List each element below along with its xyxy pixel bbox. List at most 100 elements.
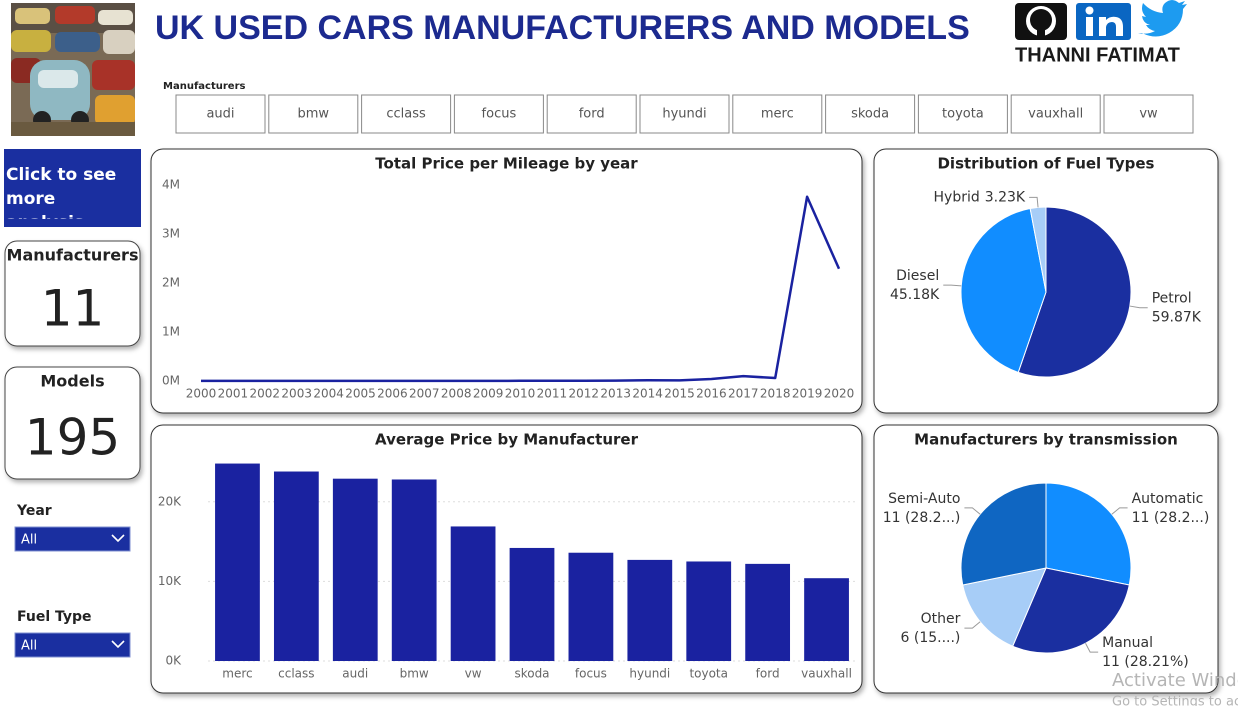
y-tick-label: 0K bbox=[165, 654, 182, 668]
x-tick-label: 2000 bbox=[186, 387, 217, 401]
x-tick-label: 2006 bbox=[377, 387, 408, 401]
slicer-option[interactable]: audi bbox=[175, 94, 266, 134]
button-text-box: Click to see more analysis bbox=[6, 165, 117, 219]
y-tick-label: 2M bbox=[162, 276, 180, 290]
leader-line bbox=[1129, 305, 1148, 309]
pie-category: Manual bbox=[1102, 635, 1153, 651]
x-tick-label: 2009 bbox=[473, 387, 504, 401]
dropdown-chevron bbox=[111, 640, 125, 649]
leader-line bbox=[943, 284, 962, 287]
bar bbox=[273, 471, 319, 661]
watermark-subtitle: Go to Settings to activate Windows. bbox=[1112, 695, 1238, 706]
slicer-box bbox=[917, 94, 1008, 134]
slicer-box bbox=[361, 94, 452, 134]
card-label: Models bbox=[40, 372, 104, 391]
dynamic-layer: audi bmw cclass focus ford hyundi merc skoda toy… bbox=[4, 94, 1238, 706]
x-tick-label: 2012 bbox=[569, 387, 600, 401]
slicer-option-label: vauxhall bbox=[1028, 107, 1083, 122]
slicer-option[interactable]: bmw bbox=[268, 94, 359, 134]
filter-label: Fuel Type bbox=[17, 609, 92, 625]
slicer-box bbox=[546, 94, 637, 134]
pie-slice bbox=[960, 207, 1047, 373]
bar bbox=[215, 463, 260, 661]
y-tick-label: 4M bbox=[162, 178, 180, 192]
slicer-option[interactable]: cclass bbox=[361, 94, 452, 134]
x-tick-label: skoda bbox=[514, 667, 549, 681]
chart-title: Manufacturers by transmission bbox=[914, 431, 1178, 449]
filter-dropdown[interactable]: All bbox=[14, 632, 131, 658]
pie-slice bbox=[1012, 567, 1130, 654]
slicer-box bbox=[639, 94, 730, 134]
analysis-button[interactable]: Click to see more analysis bbox=[4, 149, 141, 227]
x-tick-label: 2005 bbox=[345, 387, 376, 401]
dropdown-value: All bbox=[21, 533, 37, 548]
slicer-option-label: toyota bbox=[942, 107, 984, 122]
slicer-option[interactable]: vw bbox=[1103, 94, 1194, 134]
dropdown-chevron bbox=[111, 534, 125, 543]
slicer-option[interactable]: hyundi bbox=[639, 94, 730, 134]
x-tick-label: 2018 bbox=[760, 387, 791, 401]
pie-slice bbox=[960, 482, 1047, 586]
pie-slice bbox=[962, 567, 1047, 647]
author-name: THANNI FATIMAT bbox=[1015, 44, 1180, 66]
slicer-box bbox=[1010, 94, 1101, 134]
pie-value: 11 (28.21%) bbox=[1102, 654, 1189, 670]
slicer-option[interactable]: focus bbox=[453, 94, 544, 134]
chart-panel bbox=[150, 424, 863, 694]
slicer-option-label: cclass bbox=[386, 107, 426, 122]
x-tick-label: 2014 bbox=[632, 387, 663, 401]
x-tick-label: 2017 bbox=[728, 387, 759, 401]
pie-value: 11 (28.2...) bbox=[1132, 510, 1210, 526]
linkedin-icon[interactable] bbox=[1076, 3, 1131, 40]
x-tick-label: ford bbox=[756, 667, 780, 681]
slicer-option-label: vw bbox=[1139, 107, 1158, 122]
button-text[interactable]: Click to see more analysis bbox=[6, 165, 117, 219]
y-tick-label: 3M bbox=[162, 227, 180, 241]
x-tick-label: vauxhall bbox=[801, 667, 852, 681]
x-tick-label: focus bbox=[575, 667, 607, 681]
y-tick-label: 20K bbox=[158, 494, 182, 508]
chart-panel bbox=[150, 148, 863, 414]
x-tick-label: merc bbox=[222, 667, 252, 681]
y-tick-label: 10K bbox=[158, 574, 182, 588]
x-tick-label: audi bbox=[342, 667, 368, 681]
leader-line bbox=[964, 507, 981, 515]
bar bbox=[745, 563, 791, 661]
twitter-icon[interactable] bbox=[1138, 0, 1187, 37]
pie-value: 45.18K bbox=[890, 287, 940, 303]
slicer-option[interactable]: merc bbox=[732, 94, 823, 134]
pie-value: 59.87K bbox=[1152, 310, 1202, 326]
pie-value: 11 (28.2...) bbox=[883, 510, 961, 526]
filter-dropdown[interactable]: All bbox=[14, 526, 131, 552]
leader-line bbox=[1085, 643, 1099, 653]
card-value: 195 bbox=[25, 409, 120, 467]
card bbox=[4, 240, 141, 347]
x-tick-label: 2002 bbox=[250, 387, 281, 401]
y-tick-label: 0M bbox=[162, 374, 180, 388]
slicer-box bbox=[825, 94, 916, 134]
bar bbox=[568, 552, 614, 661]
slicer-box bbox=[175, 94, 266, 134]
x-tick-label: 2001 bbox=[218, 387, 249, 401]
slicer-option-label: merc bbox=[761, 107, 794, 122]
slicer-label: Manufacturers bbox=[163, 81, 246, 92]
pie-category: Hybrid bbox=[934, 189, 980, 205]
slicer-option[interactable]: ford bbox=[546, 94, 637, 134]
slicer-option[interactable]: skoda bbox=[825, 94, 916, 134]
leader-line bbox=[1029, 196, 1039, 208]
x-tick-label: bmw bbox=[400, 667, 429, 681]
bar bbox=[804, 578, 849, 661]
slicer-option[interactable]: vauxhall bbox=[1010, 94, 1101, 134]
slicer-box bbox=[1103, 94, 1194, 134]
github-icon[interactable] bbox=[1015, 3, 1067, 40]
x-tick-label: 2007 bbox=[409, 387, 440, 401]
pie-value: 3.23K bbox=[985, 189, 1026, 205]
leader-line bbox=[1111, 507, 1128, 515]
x-tick-label: 2011 bbox=[537, 387, 568, 401]
leader-line bbox=[964, 621, 981, 629]
slicer-option[interactable]: toyota bbox=[917, 94, 1008, 134]
x-tick-label: hyundi bbox=[629, 667, 670, 681]
pie-label: Hybrid 3.23K bbox=[934, 189, 1026, 205]
